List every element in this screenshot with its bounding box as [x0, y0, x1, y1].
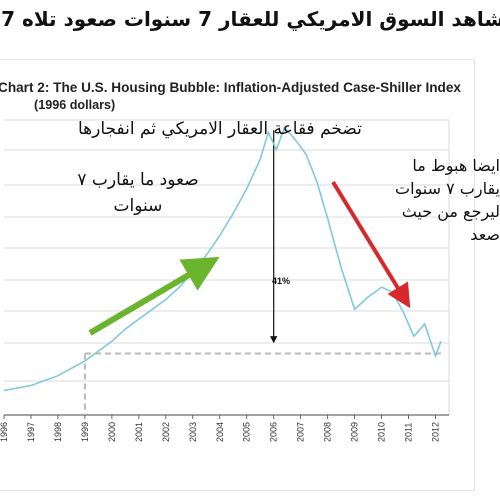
- right-annotation: ايضا هبوط ما يقارب ٧ سنوات ليرجع من حيث …: [395, 156, 500, 244]
- x-tick-label-1997: 1997: [26, 422, 36, 442]
- chart-subtitle: (1996 dollars): [34, 98, 116, 112]
- x-tick-label-2004: 2004: [215, 422, 225, 442]
- banner: شاهد السوق الامريكي للعقار 7 سنوات صعود …: [0, 0, 500, 38]
- x-tick-label-2000: 2000: [107, 422, 117, 442]
- x-tick-label-2001: 2001: [134, 422, 144, 442]
- chart-title: Chart 2: The U.S. Housing Bubble: Inflat…: [0, 80, 461, 95]
- reference-lines: [83, 130, 445, 415]
- x-axis: [3, 414, 449, 419]
- x-tick-label-2009: 2009: [350, 422, 360, 442]
- x-tick-label-2003: 2003: [188, 422, 198, 442]
- left-annotation: صعود ما يقارب ٧ سنوات: [77, 170, 199, 216]
- x-tick-label-1998: 1998: [53, 422, 63, 442]
- annotation-arrows: [88, 180, 411, 336]
- x-tick-label-2012: 2012: [431, 422, 441, 442]
- series: [3, 125, 442, 392]
- x-tick-label-2002: 2002: [161, 422, 171, 442]
- chart-card: [0, 60, 474, 490]
- x-tick-labels: 1996 1997 1998 1999 2000 2001 2002 2003 2004 2005…: [0, 422, 441, 442]
- drop-percent-label: 41%: [272, 276, 290, 286]
- top-annotation: تضخم فقاعة العقار الامريكي ثم انفجارها: [78, 119, 362, 139]
- up-arrow: [88, 256, 220, 336]
- banner-text: شاهد السوق الامريكي للعقار 7 سنوات صعود …: [0, 7, 500, 31]
- x-tick-label-2008: 2008: [323, 422, 333, 442]
- series-line: [3, 125, 442, 392]
- x-tick-label-1996: 1996: [0, 422, 9, 442]
- down-arrow: [331, 180, 411, 309]
- x-tick-label-2005: 2005: [242, 422, 252, 442]
- x-tick-label-2006: 2006: [269, 422, 279, 442]
- x-tick-label-2011: 2011: [404, 423, 414, 442]
- x-tick-label-2007: 2007: [296, 422, 306, 442]
- x-tick-label-2010: 2010: [377, 422, 387, 442]
- x-tick-label-1999: 1999: [80, 422, 90, 442]
